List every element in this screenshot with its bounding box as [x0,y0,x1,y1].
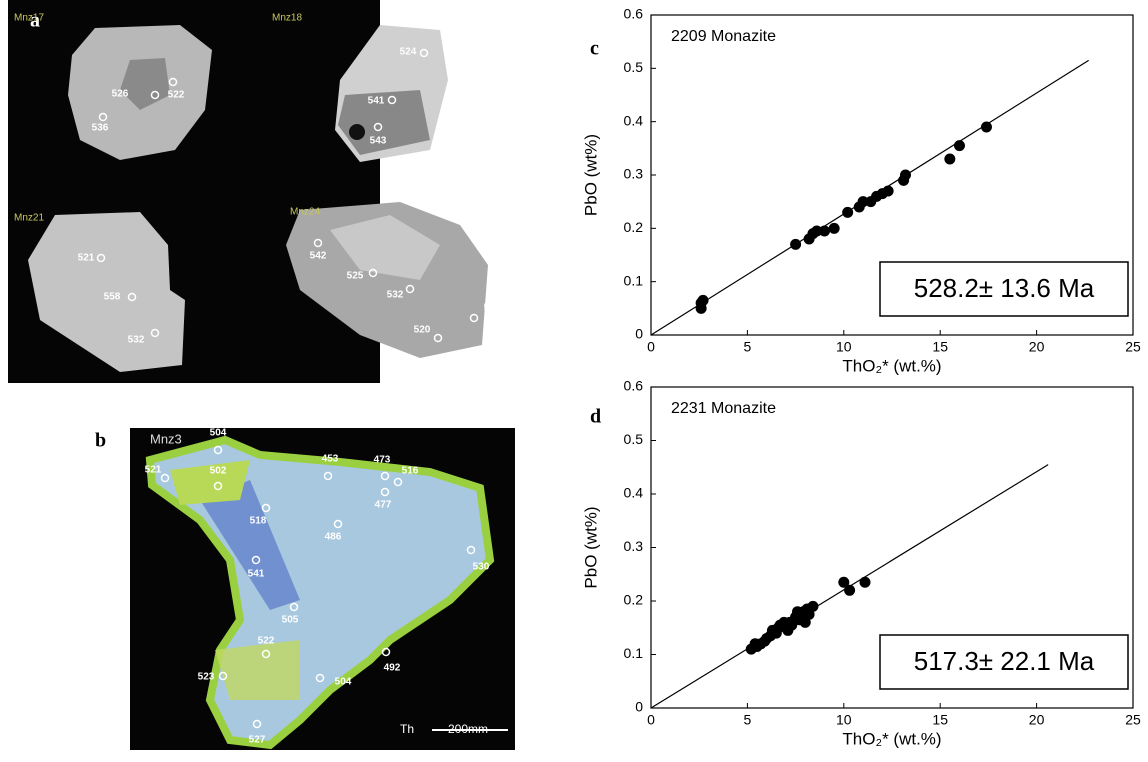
x-tick-label: 25 [1125,712,1141,728]
spot-age: 505 [282,615,299,626]
spot-age: 521 [78,253,95,264]
spot-age: 477 [375,500,392,511]
data-point [698,295,709,306]
data-point [944,154,955,165]
spot-age: 453 [322,454,339,465]
y-tick-label: 0.1 [624,272,644,288]
panel-label: c [590,38,599,60]
spot-age: 473 [374,455,391,466]
data-point [860,577,871,588]
grain-name: Mnz18 [272,13,302,24]
spot-age: 502 [210,466,227,477]
spot-age: 492 [384,663,401,674]
data-point [829,223,840,234]
figure: a b c d Mnz17 Mnz18 Mnz21 Mnz24 Mnz3 Th … [0,0,1148,757]
spot-age: 521 [145,465,162,476]
spot-age: 504 [210,428,227,439]
x-axis-label: ThO₂* (wt.%) [842,729,941,748]
data-point [883,186,894,197]
x-tick-label: 25 [1125,339,1141,355]
y-tick-label: 0.2 [624,219,644,235]
grain-name: Mnz21 [14,213,44,224]
spot-age: 522 [168,90,185,101]
y-tick-label: 0 [635,699,643,715]
data-point [819,226,830,237]
x-tick-label: 15 [932,712,948,728]
spot-age: 486 [325,532,342,543]
spot-age: 504 [335,677,352,688]
x-tick-label: 5 [744,339,752,355]
scale-element: Th [400,722,414,736]
spot-age: 527 [249,735,266,746]
y-tick-label: 0.1 [624,645,644,661]
data-point [790,239,801,250]
x-tick-label: 5 [744,712,752,728]
y-tick-label: 0.2 [624,592,644,608]
data-point [900,170,911,181]
data-point [981,122,992,133]
panel-label: d [590,406,601,428]
spot-age: 558 [104,292,121,303]
grain-name: Mnz3 [150,431,182,446]
x-axis-label: ThO₂* (wt.%) [842,356,941,375]
y-tick-label: 0 [635,326,643,342]
pit [349,124,365,140]
annotation: 2209 Monazite [671,28,776,45]
data-point [844,585,855,596]
y-tick-label: 0.5 [624,431,644,447]
panel-label: b [95,430,106,452]
spot-age: 522 [258,636,275,647]
spot-age: 516 [402,466,419,477]
data-point [954,140,965,151]
spot-age: 542 [310,251,327,262]
grain-name: Mnz17 [14,13,44,24]
y-axis-label: PbO (wt%) [581,506,600,588]
x-tick-label: 15 [932,339,948,355]
spot-age: 526 [112,89,129,100]
x-tick-label: 10 [836,712,852,728]
x-tick-label: 20 [1029,339,1045,355]
data-point [807,601,818,612]
spot-age: 541 [248,569,265,580]
spot-age: 543 [370,136,387,147]
age-label: 528.2± 13.6 Ma [914,273,1095,303]
y-tick-label: 0.5 [624,59,644,75]
annotation: 2231 Monazite [671,400,776,417]
spot-age: 525 [347,271,364,282]
x-tick-label: 10 [836,339,852,355]
y-tick-label: 0.3 [624,166,644,182]
age-label: 517.3± 22.1 Ma [914,646,1095,676]
y-tick-label: 0.4 [624,112,644,128]
y-tick-label: 0.6 [624,378,644,394]
y-tick-label: 0.3 [624,538,644,554]
scale-length: 200mm [448,722,488,736]
x-tick-label: 0 [647,712,655,728]
spot-age: 520 [414,325,431,336]
x-tick-label: 20 [1029,712,1045,728]
spot-age: 523 [198,672,215,683]
grain-name: Mnz24 [290,207,320,218]
grain-zone [215,640,300,700]
data-point [842,207,853,218]
spot-age: 518 [250,516,267,527]
spot-age: 513 [484,303,501,314]
spot-age: 541 [368,96,385,107]
y-tick-label: 0.4 [624,485,644,501]
spot-age: 524 [400,47,417,58]
spot-age: 532 [387,290,404,301]
spot-age: 536 [92,123,109,134]
y-axis-label: PbO (wt%) [581,134,600,216]
y-tick-label: 0.6 [624,6,644,22]
x-tick-label: 0 [647,339,655,355]
spot-age: 532 [128,335,145,346]
spot-age: 530 [473,562,490,573]
